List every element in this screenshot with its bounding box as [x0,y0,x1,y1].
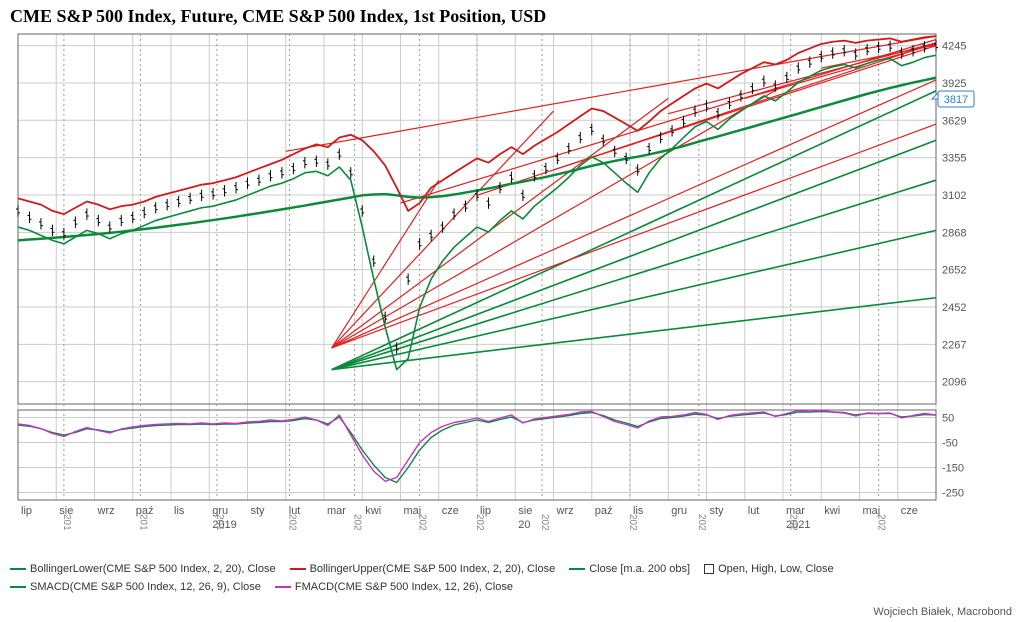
svg-text:2020-08-21: 2020-08-21 [539,514,550,530]
svg-text:2020-10-30: 2020-10-30 [627,514,638,530]
svg-text:3925: 3925 [942,78,966,90]
svg-text:mar: mar [327,505,346,517]
legend-item: Open, High, Low, Close [704,560,834,578]
svg-text:2020-03-24: 2020-03-24 [352,514,363,530]
svg-text:-250: -250 [942,488,964,500]
svg-text:3817: 3817 [944,94,968,106]
svg-text:20: 20 [518,519,530,530]
svg-text:2452: 2452 [942,302,966,314]
svg-text:lip: lip [21,505,32,517]
svg-text:3629: 3629 [942,115,966,127]
legend-item: FMACD(CME S&P 500 Index, 12, 26), Close [275,578,513,596]
svg-text:lis: lis [174,505,185,517]
chart-area: 2096 2267 2452 2652 2868 3102 3355 3629 3925 4245… [10,30,980,530]
svg-text:3355: 3355 [942,153,966,165]
chart-svg: 2096 2267 2452 2652 2868 3102 3355 3629 3925 4245… [10,30,980,530]
svg-text:sty: sty [710,505,725,517]
svg-text:2267: 2267 [942,339,966,351]
legend-row-1: BollingerLower(CME S&P 500 Index, 2, 20)… [10,560,990,578]
svg-text:wrz: wrz [556,505,574,517]
svg-text:2021-05-13: 2021-05-13 [876,514,887,530]
svg-text:lut: lut [748,505,760,517]
svg-text:50: 50 [942,413,954,425]
legend-item: BollingerUpper(CME S&P 500 Index, 2, 20)… [290,560,556,578]
legend-item: Close [m.a. 200 obs] [569,560,690,578]
svg-text:2020-05-14: 2020-05-14 [417,514,428,530]
svg-text:-150: -150 [942,463,964,475]
svg-text:2020-06-29: 2020-06-29 [474,514,485,530]
legend: BollingerLower(CME S&P 500 Index, 2, 20)… [10,560,990,596]
attribution: Wojciech Białek, Macrobond [873,606,1012,618]
svg-text:2021-03-05: 2021-03-05 [788,514,799,530]
svg-text:2019-12-04: 2019-12-04 [214,514,225,530]
svg-text:wrz: wrz [97,505,115,517]
svg-text:2020-01-31: 2020-01-31 [287,514,298,530]
svg-text:cze: cze [901,505,918,517]
svg-text:2652: 2652 [942,265,966,277]
legend-item: SMACD(CME S&P 500 Index, 12, 26, 9), Clo… [10,578,261,596]
svg-text:gru: gru [671,505,687,517]
svg-text:2019-10-04: 2019-10-04 [137,514,148,530]
svg-text:-50: -50 [942,438,958,450]
svg-text:2020-12-22: 2020-12-22 [696,514,707,530]
svg-text:2096: 2096 [942,377,966,389]
svg-text:4245: 4245 [942,41,966,53]
legend-item: BollingerLower(CME S&P 500 Index, 2, 20)… [10,560,276,578]
svg-text:2019-08-06: 2019-08-06 [61,514,72,530]
svg-text:paź: paź [595,505,613,517]
svg-text:kwi: kwi [824,505,840,517]
svg-text:3102: 3102 [942,190,966,202]
svg-text:sie: sie [518,505,532,517]
legend-row-2: SMACD(CME S&P 500 Index, 12, 26, 9), Clo… [10,578,990,596]
chart-title: CME S&P 500 Index, Future, CME S&P 500 I… [0,0,1024,29]
svg-text:2868: 2868 [942,227,966,239]
svg-text:cze: cze [442,505,459,517]
svg-text:sty: sty [251,505,266,517]
svg-text:kwi: kwi [365,505,381,517]
